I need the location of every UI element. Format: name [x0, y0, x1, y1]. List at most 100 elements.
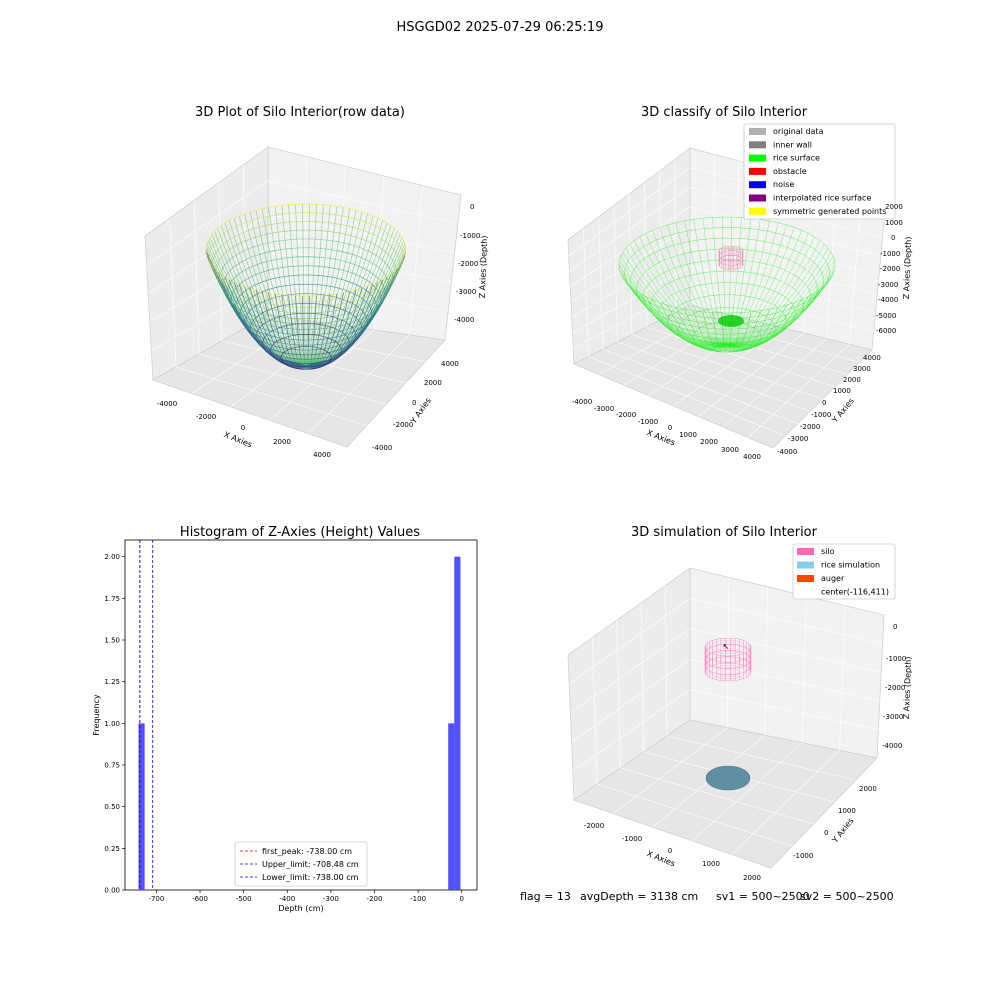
- histogram-legend-label: Lower_limit: -738.00 cm: [262, 873, 359, 882]
- simulation-3d-panel: 3D simulation of Silo Interior ↖ silo ric…: [567, 525, 913, 882]
- surface-ring: [205, 203, 407, 297]
- grid-line: [267, 213, 455, 254]
- classify-panel-title: 3D classify of Silo Interior: [641, 105, 808, 120]
- legend-swatch: [797, 548, 814, 555]
- raw-ytick: -4000: [372, 444, 392, 452]
- simulation-xtick: 0: [668, 847, 672, 855]
- raw-zlabel: Z Axies (Depth): [478, 235, 489, 298]
- histogram-ytick-label: 1.50: [104, 637, 120, 645]
- classify-ztick: -3000: [878, 281, 898, 289]
- grid-line: [572, 689, 691, 772]
- legend-label: center(-116,411): [821, 588, 889, 597]
- grid-line: [613, 727, 728, 814]
- surface-ring: [234, 274, 378, 341]
- legend-label: inner wall: [773, 140, 812, 149]
- grid-line: [267, 180, 458, 225]
- grid-line: [569, 598, 691, 685]
- classify-ztick: -5000: [876, 312, 896, 320]
- classify-ytick: -3000: [788, 435, 808, 443]
- surface-ring: [270, 334, 342, 368]
- grid-line: [674, 159, 676, 313]
- grid-line: [570, 628, 691, 714]
- grid-line: [689, 285, 874, 332]
- simulation-ztick: -1000: [886, 655, 906, 663]
- sv1-text: sv1 = 500~2500: [716, 890, 810, 903]
- classify-ytick: -2000: [800, 423, 820, 431]
- simulation-xtick: 1000: [702, 860, 720, 868]
- grid-line: [267, 247, 452, 283]
- surface-ring: [222, 247, 390, 325]
- cylinder-cap-ring: [721, 261, 741, 269]
- classify-xtick: 3000: [721, 446, 739, 454]
- grid-line: [193, 200, 200, 355]
- classify-ytick: 4000: [863, 354, 881, 362]
- classify-xtick: 0: [668, 424, 672, 432]
- classify-ztick: 1000: [885, 219, 903, 227]
- simulation-xtick: 2000: [743, 874, 761, 882]
- simulation-xtick: -1000: [622, 835, 642, 843]
- histogram-xtick-label: -700: [148, 895, 164, 903]
- grid-line: [666, 735, 856, 781]
- legend-swatch: [749, 181, 766, 189]
- raw-ytick: 2000: [424, 379, 442, 387]
- classify-xtick: 2000: [700, 438, 718, 446]
- cylinder-ring: [718, 245, 744, 257]
- surface-ring: [262, 323, 350, 364]
- simulation-ztick: -4000: [882, 742, 902, 750]
- simulation-floor-pane: [573, 719, 878, 869]
- classify-ytick: 3000: [853, 365, 871, 373]
- legend-swatch: [749, 167, 766, 175]
- simulation-ylabel: Y Axies: [830, 816, 856, 845]
- classify-ytick: 0: [822, 399, 826, 407]
- raw-xtick: 2000: [273, 438, 291, 446]
- classify-ytick: -1000: [811, 411, 831, 419]
- raw-ztick: -3000: [456, 288, 476, 296]
- surface-ring: [643, 259, 811, 335]
- cylinder-ring: [704, 644, 752, 663]
- classify-ylabel: Y Axies: [830, 396, 856, 425]
- grid-line: [689, 689, 879, 730]
- grid-line: [731, 750, 840, 855]
- grid-line: [646, 326, 835, 388]
- cylinder-cap-ring: [710, 665, 746, 679]
- grid-line: [689, 598, 883, 644]
- raw-ztick: 0: [470, 203, 474, 211]
- histogram-legend-box: [234, 841, 368, 887]
- classify-ytick: 1000: [833, 387, 851, 395]
- histogram-ytick-label: 0.25: [104, 845, 120, 853]
- classify-ztick: -6000: [876, 327, 896, 335]
- legend-label: noise: [773, 180, 794, 189]
- avg-depth-text: avgDepth = 3138 cm: [580, 890, 698, 903]
- histogram-plot-area: [124, 539, 478, 891]
- histogram-ytick-label: 2.00: [104, 553, 120, 561]
- raw-ztick: -1000: [460, 232, 480, 240]
- grid-line: [620, 767, 814, 825]
- histogram-legend: first_peak: -738.00 cm Upper_limit: -708.…: [234, 841, 368, 887]
- classify-ztick: -1000: [880, 250, 900, 258]
- raw-data-3d-panel: 3D Plot of Silo Interior(row data) -4000…: [144, 105, 489, 459]
- surface-ring: [212, 220, 400, 308]
- simulation-ztick: 0: [893, 623, 897, 631]
- classify-rice-surface: [618, 216, 836, 353]
- raw-ytick: -2000: [393, 421, 413, 429]
- surface-ring: [280, 345, 332, 370]
- raw-ztick: -4000: [454, 316, 474, 324]
- grid-line: [198, 353, 387, 405]
- histogram-xtick-label: -100: [410, 895, 426, 903]
- grid-line: [839, 605, 846, 751]
- grid-line: [175, 366, 367, 426]
- legend-label: original data: [773, 127, 824, 136]
- legend-label: rice simulation: [821, 561, 880, 570]
- classify-zlabel: Z Axies (Depth): [902, 236, 913, 299]
- simulation-ytick: 2000: [859, 785, 877, 793]
- grid-line: [689, 628, 882, 673]
- classify-legend-box: [743, 123, 896, 220]
- grid-line: [640, 602, 644, 753]
- classify-ytick: -4000: [777, 448, 797, 456]
- raw-panel-title: 3D Plot of Silo Interior(row data): [195, 105, 405, 120]
- surface-ring: [208, 212, 404, 303]
- classify-3d-panel: 3D classify of Silo Interior original da…: [567, 105, 913, 461]
- classify-ztick: -4000: [878, 296, 898, 304]
- surface-ring: [219, 238, 393, 319]
- histogram-ytick-label: 0.00: [104, 887, 120, 895]
